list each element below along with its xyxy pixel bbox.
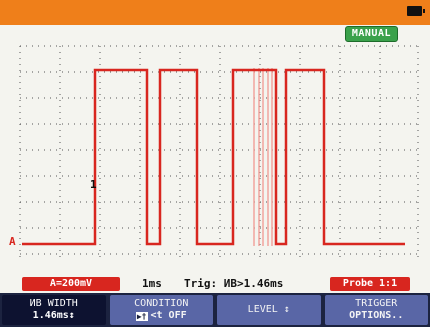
softkey-line1: CONDITION	[134, 298, 189, 309]
condition-softkey[interactable]: CONDITION ▶† <t OFF	[109, 295, 213, 325]
top-status-bar	[0, 0, 430, 25]
channel-a-marker: A	[9, 235, 16, 248]
probe-readout: Probe 1:1	[330, 277, 410, 291]
pulse-width-softkey[interactable]: ИB WIDTH 1.46ms↕	[2, 295, 106, 325]
softkey-line1: ИB WIDTH	[29, 298, 78, 309]
softkey-line2: 1.46ms↕	[32, 310, 75, 321]
waveform-display: A 1	[9, 45, 419, 260]
condition-icon: ▶†	[135, 311, 148, 321]
trigger-readout: Trig: ИB>1.46ms	[184, 277, 284, 290]
trigger-marker: 1	[90, 178, 97, 191]
softkey-bar: ИB WIDTH 1.46ms↕ CONDITION ▶† <t OFF LEV…	[0, 293, 430, 327]
trigger-options-softkey[interactable]: TRIGGER OPTIONS..	[324, 295, 428, 325]
graticule-grid	[19, 45, 419, 260]
level-softkey[interactable]: LEVEL ↕	[217, 295, 321, 325]
softkey-line2: OPTIONS..	[349, 310, 404, 321]
softkey-line1: TRIGGER	[355, 298, 398, 309]
pulse-trace	[22, 68, 405, 246]
mode-badge: MANUAL	[344, 26, 398, 42]
timebase-readout: 1ms	[142, 277, 162, 290]
info-line: A=200mV 1ms Trig: ИB>1.46ms Probe 1:1	[0, 275, 430, 293]
battery-icon	[407, 6, 425, 16]
softkey-line1: LEVEL ↕	[247, 304, 290, 315]
channel-scale-readout: A=200mV	[22, 277, 120, 291]
softkey-line2: <t OFF	[150, 310, 187, 321]
persistence-traces	[253, 68, 273, 246]
